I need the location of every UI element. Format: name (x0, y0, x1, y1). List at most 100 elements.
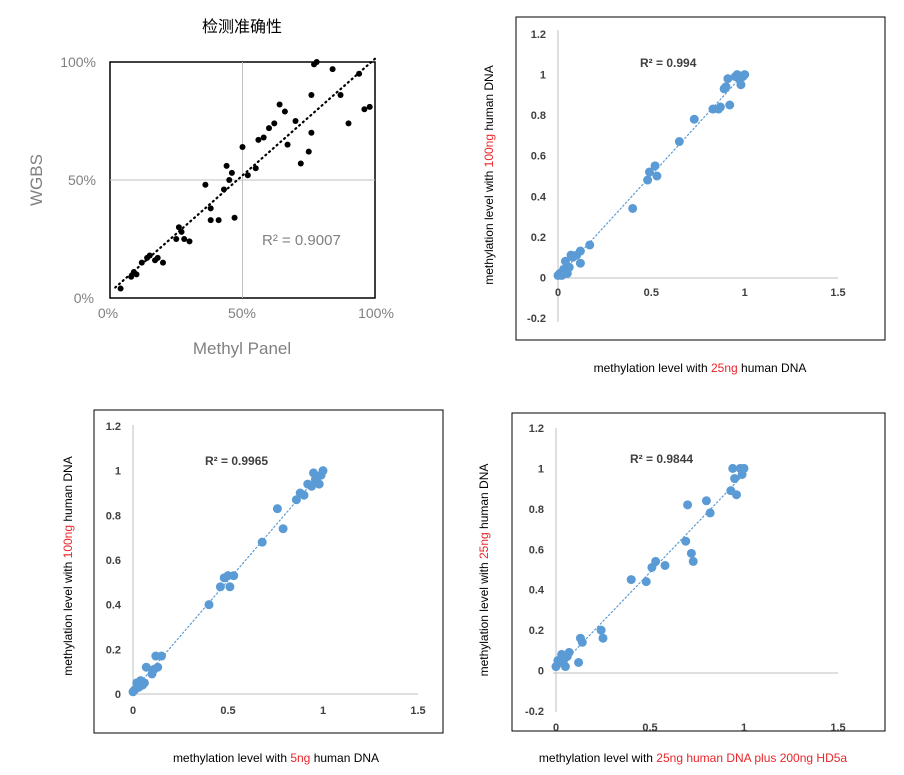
chart-a-point (366, 103, 373, 110)
chart-a-point (223, 162, 230, 169)
chart-a-trendline (114, 57, 377, 289)
chart-c-point (225, 582, 235, 592)
chart-b-point (585, 240, 595, 250)
chart-b-point (643, 175, 653, 185)
chart-b-ytick-label: 1.2 (531, 29, 546, 41)
chart-a-ytick-0: 0% (74, 290, 94, 306)
chart-a-point (305, 148, 312, 155)
chart-d-point (641, 577, 651, 587)
chart-a-xtick-0: 0% (98, 305, 118, 321)
chart-c-point (215, 582, 225, 592)
chart-25ng-plus-hd5a-vs-25ng: 0 0.5 1 1.5 -0.2 0 0.2 0.4 0.6 0.8 1 1.2 R² = 0.98… (477, 412, 886, 765)
chart-b-ytick-label: 0.2 (531, 232, 546, 244)
chart-d-ytick-label: 0 (538, 666, 544, 678)
chart-a-ytick-50: 50% (68, 172, 96, 188)
chart-a-point (117, 285, 124, 292)
chart-a-point (345, 120, 352, 127)
chart-b-ytick-label: 0 (540, 272, 546, 284)
chart-a-point (337, 92, 344, 99)
chart-b-point (715, 102, 725, 112)
chart-a-point (271, 120, 278, 127)
chart-a-ytick-100: 100% (60, 54, 96, 70)
chart-c-point (204, 600, 214, 610)
chart-c-xtick-label: 1.5 (410, 705, 425, 717)
chart-d-point (577, 637, 587, 647)
chart-a-title: 检测准确性 (202, 18, 282, 36)
chart-b-ytick-label: 1 (540, 70, 546, 82)
chart-b-point (644, 167, 654, 177)
chart-b-point (650, 161, 660, 171)
chart-d-xtick-label: 1 (741, 722, 747, 734)
chart-d-point (681, 536, 691, 546)
chart-d-point (739, 463, 749, 473)
chart-d-xlabel: methylation level with 25ng human DNA pl… (539, 751, 848, 765)
chart-b-ytick-label: 0.6 (531, 151, 546, 163)
chart-d-ylabel: methylation level with 25ng human DNA (477, 464, 491, 677)
chart-d-ytick-label: 1.2 (529, 423, 544, 435)
chart-d-point (730, 474, 740, 484)
chart-d-point (626, 575, 636, 585)
chart-a-point (128, 273, 135, 280)
chart-c-xtick-label: 0 (130, 705, 136, 717)
chart-a-point (308, 92, 315, 99)
chart-c-ytick-label: 0.8 (106, 510, 121, 522)
chart-d-point (688, 556, 698, 566)
chart-a-point (228, 169, 235, 176)
chart-b-r2-label: R² = 0.994 (640, 56, 697, 70)
chart-d-point (683, 500, 693, 510)
chart-d-point (705, 508, 715, 518)
chart-c-ytick-label: 1.2 (106, 421, 121, 433)
chart-d-point (560, 662, 570, 672)
chart-b-ylabel: methylation level with 100ng human DNA (482, 65, 496, 284)
chart-b-xtick-label: 0.5 (644, 287, 659, 299)
chart-c-point (314, 479, 324, 489)
chart-b-xtick-label: 0 (555, 287, 561, 299)
chart-a-point (313, 59, 320, 65)
chart-b-point (738, 72, 748, 82)
chart-a-point (297, 160, 304, 167)
chart-b-point (575, 246, 585, 256)
chart-a-point (186, 238, 193, 245)
chart-c-ylabel: methylation level with 100ng human DNA (61, 456, 75, 675)
chart-d-point (651, 556, 661, 566)
chart-a-ylabel: WGBS (27, 154, 46, 206)
chart-a-point (146, 252, 153, 259)
chart-a-point (281, 108, 288, 115)
chart-d-point (598, 633, 608, 643)
chart-a-point (356, 70, 363, 77)
chart-a-point (239, 143, 246, 150)
chart-b-point (575, 258, 585, 268)
chart-c-point (157, 651, 166, 661)
chart-a-point (255, 136, 262, 143)
chart-c-ytick-label: 0.4 (106, 600, 122, 612)
chart-b-ytick-label: 0.8 (531, 110, 546, 122)
chart-b-point (721, 82, 731, 92)
chart-d-r2-label: R² = 0.9844 (630, 452, 693, 466)
chart-a-point (276, 101, 283, 108)
chart-c-ytick-label: 1 (115, 466, 121, 478)
chart-c-point (257, 537, 267, 547)
chart-a-point (173, 236, 180, 242)
chart-a-point (178, 228, 185, 235)
chart-d-point (701, 496, 711, 506)
chart-d-frame (511, 412, 886, 732)
chart-d-xtick-label: 1.5 (830, 722, 845, 734)
chart-5ng-vs-100ng: 0 0.5 1 1.5 0 0.2 0.4 0.6 0.8 1 1.2 R² = 0.9965 m… (61, 409, 444, 765)
chart-a-xtick-100: 100% (358, 305, 394, 321)
chart-a-point (244, 172, 251, 179)
chart-b-xlabel: methylation level with 25ng human DNA (594, 361, 807, 375)
chart-d-point (686, 548, 696, 558)
chart-d-point (731, 490, 741, 500)
chart-a-point (231, 214, 238, 221)
chart-c-ytick-label: 0.2 (106, 644, 121, 656)
chart-b-ytick-label: 0.4 (531, 191, 547, 203)
chart-a-r2-label: R² = 0.9007 (262, 232, 341, 249)
chart-c-xlabel: methylation level with 5ng human DNA (173, 751, 379, 765)
chart-a-point (260, 134, 267, 141)
chart-accuracy: 检测准确性 0% 50% 100% 0% 50% 100% Methyl Pan… (27, 18, 394, 358)
chart-c-point (141, 662, 151, 672)
chart-d-point (574, 657, 584, 667)
chart-a-xlabel: Methyl Panel (193, 339, 291, 358)
chart-b-frame (515, 16, 886, 341)
